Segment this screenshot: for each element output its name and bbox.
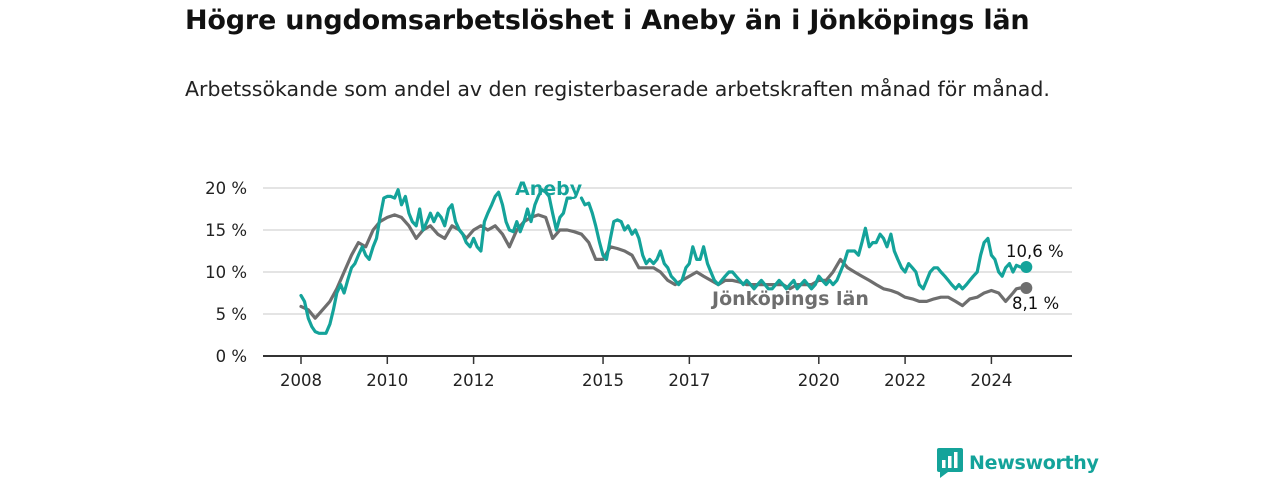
x-tick-label: 2024	[970, 371, 1012, 390]
series-line-jonkopings-lan	[299, 213, 1022, 320]
gridlines	[263, 187, 1072, 357]
newsworthy-brand[interactable]: Newsworthy	[937, 448, 1099, 478]
newsworthy-logo-icon	[937, 448, 963, 478]
x-tick-label: 2020	[798, 371, 840, 390]
end-marker-aneby	[1020, 260, 1033, 273]
x-tick-label: 2022	[884, 371, 926, 390]
y-tick-label: 10 %	[205, 263, 247, 282]
series-lines	[299, 188, 1022, 335]
brand-name: Newsworthy	[969, 452, 1099, 474]
end-value-label-aneby: 10,6 %	[1006, 242, 1064, 261]
end-markers	[1020, 260, 1033, 294]
y-tick-label: 20 %	[205, 179, 247, 198]
x-ticks: 2008 2010 2012 2015 2017 2020 2022 2024	[280, 356, 1012, 390]
x-tick-label: 2017	[668, 371, 710, 390]
y-tick-labels: 0 % 5 % 10 % 15 % 20 %	[205, 179, 247, 366]
y-tick-label: 15 %	[205, 221, 247, 240]
x-tick-label: 2012	[453, 371, 495, 390]
y-tick-label: 0 %	[216, 347, 247, 366]
chart-title: Högre ungdomsarbetslöshet i Aneby än i J…	[185, 5, 1030, 36]
x-tick-label: 2008	[280, 371, 322, 390]
chart-subtitle: Arbetssökande som andel av den registerb…	[185, 77, 1050, 101]
series-label-jonkopings-lan: Jönköpings län	[710, 288, 869, 310]
end-value-label-jonkopings-lan: 8,1 %	[1012, 294, 1059, 313]
series-label-aneby: Aneby	[515, 178, 583, 200]
y-tick-label: 5 %	[216, 305, 247, 324]
end-marker-jonkopings-lan	[1020, 281, 1033, 294]
series-line-aneby	[299, 188, 573, 335]
series-line-aneby	[579, 196, 1022, 291]
x-tick-label: 2010	[366, 371, 408, 390]
x-tick-label: 2015	[582, 371, 624, 390]
